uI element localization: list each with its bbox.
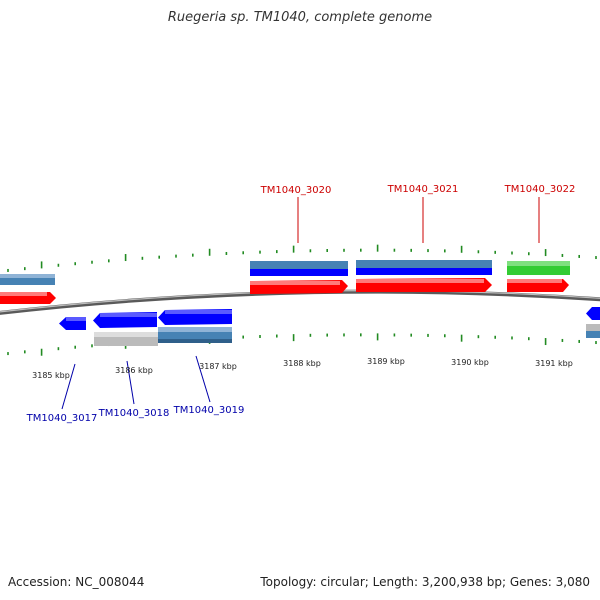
- cds-3017-shade: [66, 317, 86, 321]
- gene-3019-lower-shade: [158, 327, 232, 332]
- cds-3019-shade: [165, 310, 232, 314]
- gene-3019-lower-dark: [158, 339, 232, 343]
- gene-3021-upper-shade: [356, 260, 492, 268]
- reverse-features: [59, 307, 600, 346]
- partial-gene-right-lower: [586, 331, 600, 338]
- partial-gene-left-shade: [0, 274, 55, 278]
- leader-3019: [195, 355, 211, 403]
- label-tm1040-3021[interactable]: TM1040_3021: [387, 184, 459, 195]
- partial-cds-right[interactable]: [586, 307, 600, 320]
- pseudo-3018-lower-shade: [94, 332, 158, 337]
- leader-3017: [61, 363, 76, 410]
- outer-tick-marks: [7, 244, 597, 272]
- accession-label: Accession: NC_008044: [8, 575, 145, 589]
- scale-label-3185: 3185 kbp: [32, 371, 70, 380]
- scale-label-3191: 3191 kbp: [535, 359, 573, 368]
- gene-3020-upper-shade: [250, 261, 348, 269]
- cds-3021-shade: [356, 279, 484, 283]
- cds-3020-shade: [250, 281, 340, 285]
- gene-labels: TM1040_3020 TM1040_3021 TM1040_3022 TM10…: [26, 184, 576, 424]
- scale-label-3188: 3188 kbp: [283, 359, 321, 368]
- forward-features: [0, 260, 570, 304]
- scale-label-3186: 3186 kbp: [115, 366, 153, 375]
- label-tm1040-3022[interactable]: TM1040_3022: [504, 184, 576, 195]
- scale-label-3189: 3189 kbp: [367, 357, 405, 366]
- genome-summary: Topology: circular; Length: 3,200,938 bp…: [260, 575, 590, 589]
- scale-label-3187: 3187 kbp: [199, 362, 237, 371]
- label-tm1040-3017[interactable]: TM1040_3017: [26, 413, 98, 424]
- label-tm1040-3018[interactable]: TM1040_3018: [98, 408, 170, 419]
- label-tm1040-3019[interactable]: TM1040_3019: [173, 405, 245, 416]
- cds-3018-shade: [100, 313, 157, 317]
- label-leaders: [61, 197, 540, 410]
- partial-gene-left[interactable]: [0, 274, 55, 285]
- scale-label-3190: 3190 kbp: [451, 358, 489, 367]
- map-title: Ruegeria sp. TM1040, complete genome: [167, 10, 433, 25]
- leader-3018: [126, 360, 135, 405]
- partial-cds-left-shade: [0, 292, 47, 296]
- label-tm1040-3020[interactable]: TM1040_3020: [260, 185, 332, 196]
- rna-3022-upper-shade: [507, 261, 570, 266]
- scale-labels: 3185 kbp 3186 kbp 3187 kbp 3188 kbp 3189…: [32, 357, 573, 380]
- cds-3022-shade: [507, 279, 562, 283]
